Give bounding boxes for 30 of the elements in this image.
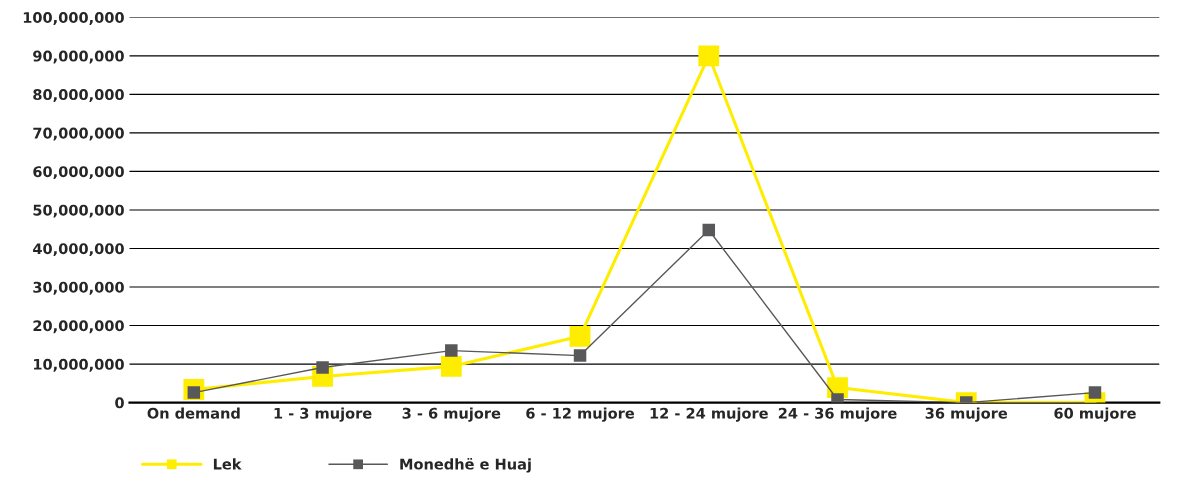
point [831,393,844,403]
y-tick-label: 20,000,000 [33,320,124,334]
x-tick-label: On demand [147,407,240,419]
point [569,325,591,347]
y-tick-label: 30,000,000 [33,281,124,295]
y-tick-label: 70,000,000 [33,127,124,141]
point [573,349,587,362]
legend-label: Lek [213,458,242,470]
point [316,361,329,374]
y-tick-label: 60,000,000 [33,166,124,180]
x-tick-label: 3 - 6 mujore [402,407,501,422]
point [698,45,720,67]
point [702,223,716,237]
x-tick-label: 6 - 12 mujore [526,407,635,422]
legend-label: Monedhë e Huaj [400,458,531,473]
point [440,355,462,377]
x-tick-label: 24 - 36 mujore [778,407,897,422]
point [445,344,458,357]
y-tick-label: 100,000,000 [23,12,124,25]
x-tick-label: 36 mujore [925,407,1008,422]
y-tick-label: 50,000,000 [33,204,124,218]
point [1088,386,1102,399]
x-tick-label: 1 - 3 mujore [274,407,372,422]
y-tick-label: 10,000,000 [34,358,124,372]
x-tick-label: 60 mujore [1054,407,1136,422]
y-tick-label: 0 [115,397,124,409]
y-tick-label: 90,000,000 [33,50,124,64]
y-tick-label: 40,000,000 [33,243,124,257]
y-tick-label: 80,000,000 [33,89,124,102]
x-tick-label: 12 - 24 mujore [650,407,768,422]
